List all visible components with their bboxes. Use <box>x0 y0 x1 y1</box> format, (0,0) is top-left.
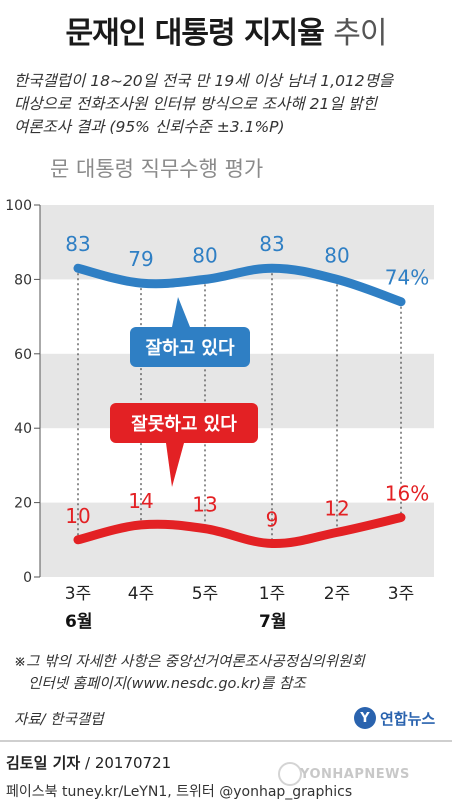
footnote: ※그 밖의 자세한 사항은 중앙선거여론조사공정심의위원회 인터넷 홈페이지(w… <box>14 651 365 695</box>
data-label: 9 <box>266 508 279 532</box>
description-line-2: 대상으로 전화조사원 인터뷰 방식으로 조사해 21일 밝힌 <box>14 95 378 113</box>
data-label: 13 <box>192 493 217 517</box>
divider <box>0 740 452 742</box>
y-tick-label: 0 <box>23 570 32 586</box>
footnote-line-1: ※그 밖의 자세한 사항은 중앙선거여론조사공정심의위원회 <box>14 654 365 670</box>
chart-title: 문 대통령 직무수행 평가 <box>50 157 264 181</box>
line-chart: 0 20 40 60 80 100 83 79 80 83 80 74% 10 14 13 9 12 16% 잘하고… <box>5 198 434 604</box>
data-label: 83 <box>65 232 90 256</box>
watermark-ring-icon <box>278 762 302 786</box>
watermark: YONHAPNEWS <box>300 767 410 782</box>
callout-box-approve <box>130 327 250 367</box>
data-label: 83 <box>259 232 284 256</box>
source-text: 자료/ 한국갤럽 <box>14 712 104 728</box>
x-tick-label: 2주 <box>324 584 350 604</box>
month-label-june: 6월 <box>65 612 93 632</box>
y-tick-label: 100 <box>5 198 32 214</box>
callout-tail-approve <box>172 297 190 327</box>
x-tick-label: 3주 <box>388 584 414 604</box>
data-label: 14 <box>128 489 153 513</box>
callout-tail-disapprove <box>166 443 184 487</box>
callout-box-disapprove <box>110 403 258 443</box>
data-label: 80 <box>192 243 217 267</box>
y-tick-label: 80 <box>14 272 32 288</box>
yonhap-logo: Y 연합뉴스 <box>354 704 435 732</box>
description-line-3: 여론조사 결과 (95% 신뢰수준 ±3.1%P) <box>14 118 285 136</box>
byline: 김토일 기자 / 20170721 <box>6 752 171 773</box>
footnote-line-2: 인터넷 홈페이지(www.nesdc.go.kr)를 참조 <box>28 676 306 692</box>
data-label: 10 <box>65 504 90 528</box>
title-sub: 추이 <box>333 16 387 51</box>
title-main: 문재인 대통령 지지율 <box>65 16 325 51</box>
data-label: 12 <box>324 496 349 520</box>
publish-date: / 20170721 <box>85 754 172 772</box>
series-line-disapprove <box>73 512 406 549</box>
x-tick-label: 3주 <box>65 584 91 604</box>
data-label: 16% <box>385 481 429 505</box>
series-line-approve <box>73 263 406 307</box>
y-tick-label: 20 <box>14 496 32 512</box>
reporter-name: 김토일 기자 <box>6 754 81 772</box>
data-label: 74% <box>385 266 429 290</box>
grid-band <box>40 205 434 280</box>
yonhap-logo-text: 연합뉴스 <box>380 709 436 728</box>
x-tick-label: 4주 <box>128 584 154 604</box>
y-tick-label: 60 <box>14 347 32 363</box>
x-tick-label: 5주 <box>192 584 218 604</box>
yonhap-logo-icon: Y <box>354 707 376 729</box>
legend-label-approve: 잘하고 있다 <box>145 338 235 359</box>
data-label: 80 <box>324 243 349 267</box>
x-tick-label: 1주 <box>259 584 285 604</box>
legend-label-disapprove: 잘못하고 있다 <box>131 414 237 435</box>
description: 한국갤럽이 18~20일 전국 만 19세 이상 남녀 1,012명을 대상으로… <box>14 70 444 139</box>
y-tick-label: 40 <box>14 421 32 437</box>
social-links: 페이스북 tuney.kr/LeYN1, 트위터 @yonhap_graphic… <box>6 784 353 800</box>
page-title: 문재인 대통령 지지율 추이 <box>0 8 452 52</box>
month-label-july: 7월 <box>259 612 287 632</box>
data-label: 79 <box>128 247 153 271</box>
description-line-1: 한국갤럽이 18~20일 전국 만 19세 이상 남녀 1,012명을 <box>14 72 394 90</box>
